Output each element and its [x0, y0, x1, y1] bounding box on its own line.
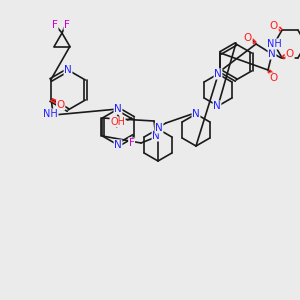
- Text: N: N: [192, 109, 200, 119]
- Text: O: O: [270, 21, 278, 31]
- Text: N: N: [152, 131, 160, 141]
- Text: NH: NH: [267, 39, 281, 49]
- Text: N: N: [268, 49, 276, 59]
- Text: F: F: [64, 20, 70, 30]
- Text: O: O: [57, 100, 65, 110]
- Text: NH: NH: [43, 109, 58, 119]
- Text: O: O: [244, 33, 252, 43]
- Text: N: N: [114, 140, 122, 150]
- Text: N: N: [64, 65, 72, 75]
- Text: O: O: [286, 49, 294, 59]
- Text: F: F: [52, 20, 58, 30]
- Text: N: N: [114, 104, 122, 114]
- Text: O: O: [270, 73, 278, 83]
- Text: N: N: [155, 123, 163, 133]
- Text: OH: OH: [110, 117, 125, 127]
- Text: N: N: [213, 101, 221, 111]
- Text: F: F: [129, 138, 134, 148]
- Text: N: N: [214, 69, 222, 79]
